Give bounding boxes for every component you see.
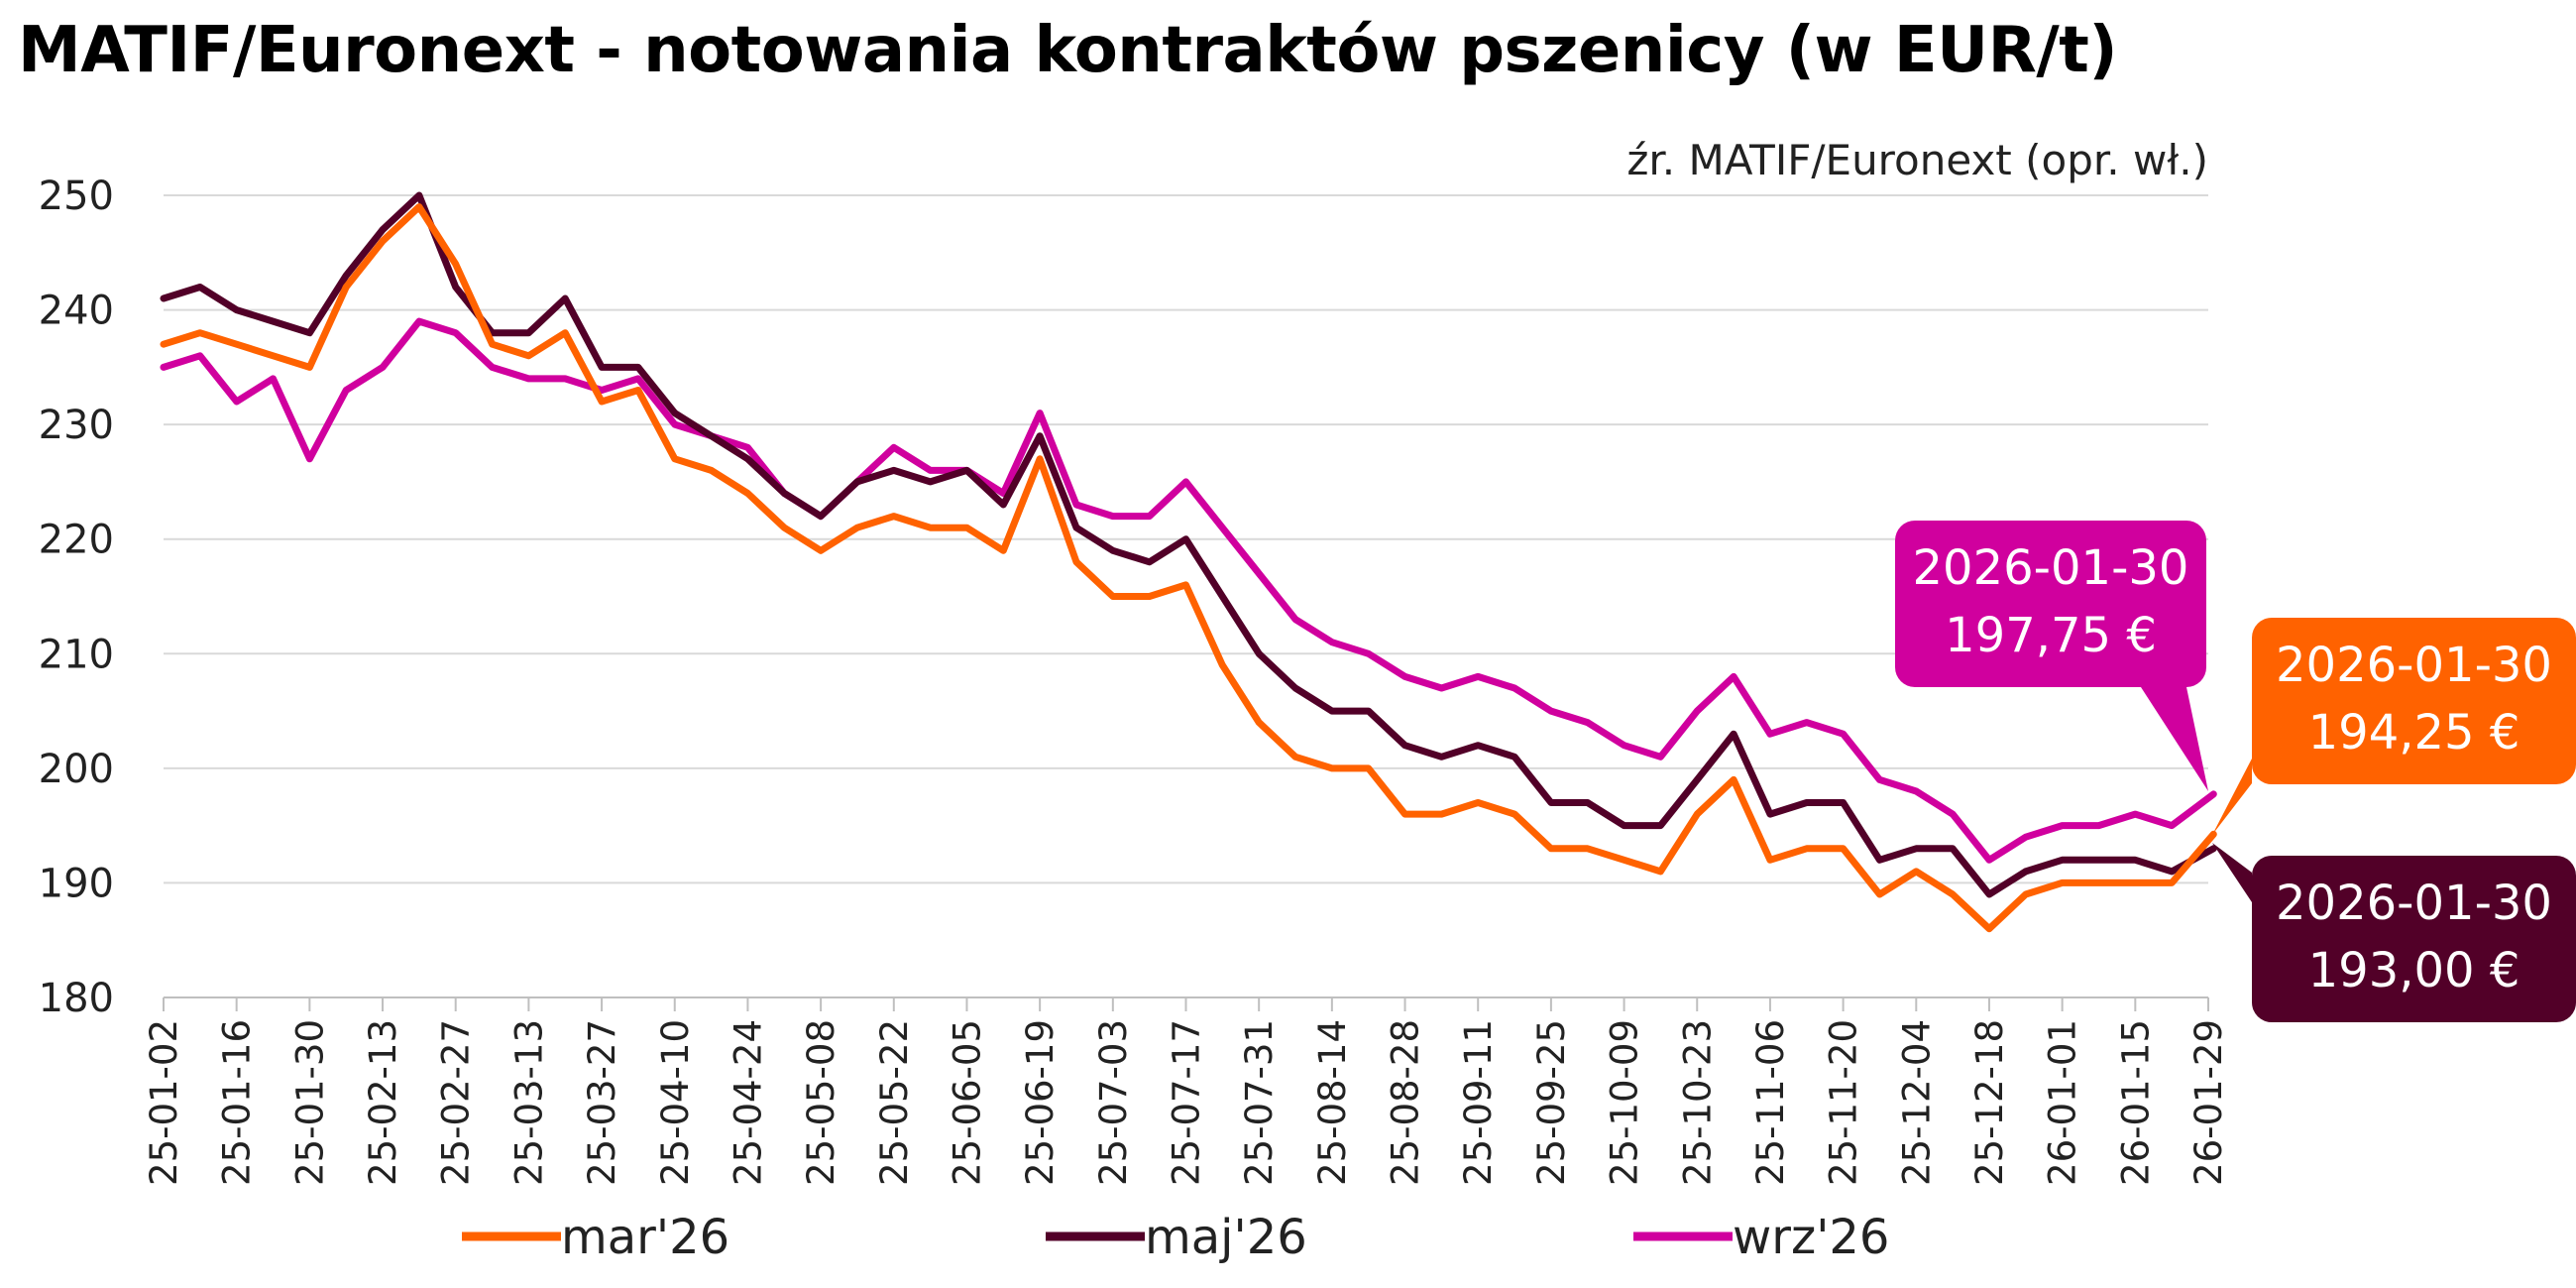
x-tick-label: 25-07-31 <box>1238 1019 1281 1186</box>
y-tick-label: 230 <box>39 403 114 448</box>
x-tick-label: 25-12-04 <box>1895 1019 1938 1186</box>
callout-value: 197,75 € <box>1945 608 2157 663</box>
callout: 2026-01-30 194,25 € <box>2212 618 2576 835</box>
x-axis: 25-01-02 25-01-16 25-01-30 25-02-13 25-02-27… <box>143 996 2230 1186</box>
x-tick-label: 26-01-29 <box>2187 1019 2230 1186</box>
x-tick-label: 25-07-17 <box>1166 1019 1208 1186</box>
x-tick-label: 25-09-25 <box>1530 1019 1573 1186</box>
x-tick-label: 25-04-10 <box>654 1019 697 1186</box>
x-tick-label: 25-06-19 <box>1019 1019 1062 1186</box>
callout-pointer <box>2212 843 2252 902</box>
legend-label: wrz'26 <box>1733 1210 1889 1265</box>
legend-label: mar'26 <box>561 1210 729 1265</box>
callout-value: 193,00 € <box>2308 943 2520 998</box>
legend-item: wrz'26 <box>1633 1210 1889 1265</box>
callout: 2026-01-30 193,00 € <box>2212 843 2576 1022</box>
x-tick-label: 25-05-22 <box>873 1019 916 1186</box>
x-tick-label: 25-09-11 <box>1457 1019 1500 1186</box>
callout-date: 2026-01-30 <box>2276 638 2552 693</box>
legend: mar'26 maj'26 wrz'26 <box>462 1210 1889 1265</box>
y-tick-label: 180 <box>39 976 114 1021</box>
x-tick-label: 25-03-27 <box>581 1019 623 1186</box>
x-tick-label: 25-10-09 <box>1604 1019 1646 1186</box>
x-tick-label: 25-11-06 <box>1749 1019 1792 1186</box>
callout-value: 194,25 € <box>2308 705 2520 761</box>
x-tick-label: 25-08-28 <box>1385 1019 1427 1186</box>
callout-box <box>2252 618 2576 784</box>
series-line <box>160 317 2217 864</box>
y-tick-label: 200 <box>39 747 114 792</box>
callout-pointer <box>2212 759 2252 835</box>
x-tick-label: 25-11-20 <box>1823 1019 1865 1186</box>
x-tick-label: 25-12-18 <box>1968 1019 2011 1186</box>
callout-box <box>1895 521 2206 687</box>
y-tick-label: 240 <box>39 289 114 334</box>
x-tick-label: 25-03-13 <box>507 1019 550 1186</box>
gridlines <box>164 194 2208 884</box>
x-tick-label: 26-01-01 <box>2042 1019 2084 1186</box>
x-tick-label: 26-01-15 <box>2114 1019 2157 1186</box>
chart-title: MATIF/Euronext - notowania kontraktów ps… <box>18 14 2118 87</box>
y-axis: 180 190 200 210 220 230 240 250 <box>39 174 114 1021</box>
x-tick-label: 25-04-24 <box>727 1019 769 1186</box>
x-tick-label: 25-01-02 <box>143 1019 185 1186</box>
x-tick-label: 25-07-03 <box>1092 1019 1135 1186</box>
series-line <box>160 191 2217 898</box>
callout-date: 2026-01-30 <box>2276 876 2552 931</box>
x-tick-label: 25-10-23 <box>1676 1019 1719 1186</box>
legend-label: maj'26 <box>1145 1210 1307 1265</box>
y-tick-label: 220 <box>39 518 114 563</box>
x-tick-label: 25-02-13 <box>362 1019 404 1186</box>
legend-item: maj'26 <box>1046 1210 1307 1265</box>
callout-date: 2026-01-30 <box>1913 540 2189 596</box>
x-tick-label: 25-01-16 <box>216 1019 259 1186</box>
source-note: źr. MATIF/Euronext (opr. wł.) <box>1626 136 2208 184</box>
x-tick-label: 25-06-05 <box>946 1019 988 1186</box>
y-tick-label: 210 <box>39 632 114 677</box>
y-tick-label: 250 <box>39 174 114 219</box>
x-tick-label: 25-01-30 <box>288 1019 331 1186</box>
legend-item: mar'26 <box>462 1210 729 1265</box>
x-tick-label: 25-05-08 <box>800 1019 842 1186</box>
callout: 2026-01-30 197,75 € <box>1895 521 2208 791</box>
series-line <box>160 203 2217 933</box>
callout-box <box>2252 856 2576 1022</box>
y-tick-label: 190 <box>39 861 114 906</box>
series-lines <box>160 191 2217 933</box>
callout-pointer <box>2141 687 2208 791</box>
x-tick-label: 25-08-14 <box>1311 1019 1354 1186</box>
x-tick-label: 25-02-27 <box>435 1019 478 1186</box>
